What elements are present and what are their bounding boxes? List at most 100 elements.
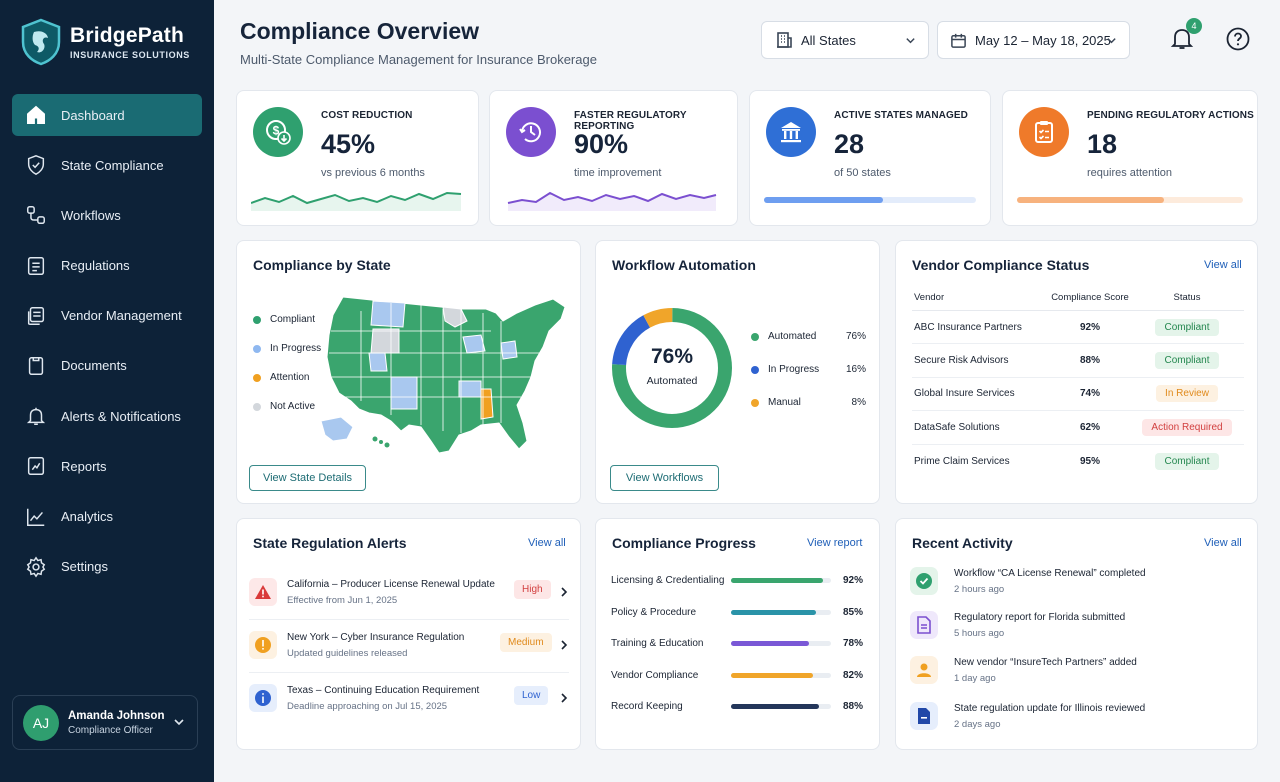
kpi-note: of 50 states [834,167,891,179]
progress-row: Training & Education 78% [611,636,867,652]
table-row[interactable]: DataSafe Solutions 62% Action Required [912,411,1244,445]
sidebar: BridgePath INSURANCE SOLUTIONS Dashboard… [0,0,214,782]
us-state-map[interactable] [321,291,571,457]
chevron-right-icon [561,693,568,703]
table-row[interactable]: Secure Risk Advisors 88% Compliant [912,344,1244,378]
chevron-down-icon[interactable] [173,716,185,728]
kpi-note: vs previous 6 months [321,167,425,179]
brand-logo[interactable]: BridgePath INSURANCE SOLUTIONS [20,18,190,66]
activity-time: 5 hours ago [954,628,1005,639]
workflow-automation-card: Workflow Automation 76% Automated Automa… [595,240,880,504]
activity-title: Regulatory report for Florida submitted [954,612,1126,623]
help-icon[interactable] [1226,27,1250,51]
workflow-icon [24,203,48,227]
kpi-label: FASTER REGULATORY REPORTING [574,110,687,132]
sidebar-item-reports[interactable]: Reports [12,445,202,487]
sidebar-item-dashboard[interactable]: Dashboard [12,94,202,136]
activity-item[interactable]: State regulation update for Illinois rev… [910,702,1240,742]
card-title: Compliance by State [253,257,391,273]
state-filter-value: All States [801,32,856,48]
shield-check-icon [24,153,48,177]
legend-dot [253,373,261,382]
sidebar-item-label: Documents [61,358,127,374]
table-row[interactable]: ABC Insurance Partners 92% Compliant [912,311,1244,345]
status-badge: Compliant [1155,452,1219,470]
view-report-link[interactable]: View report [807,537,863,549]
bank-icon [766,107,816,157]
home-icon [24,103,48,127]
folder-icon [24,304,48,328]
sidebar-item-state-compliance[interactable]: State Compliance [12,144,202,186]
vendor-table: Vendor Compliance Score Status ABC Insur… [912,285,1244,478]
user-menu[interactable]: AJ Amanda Johnson Compliance Officer [12,695,198,750]
card-title: Workflow Automation [612,257,756,273]
report-icon [24,454,48,478]
state-filter-select[interactable]: All States [761,21,929,59]
kpi-note: requires attention [1087,167,1172,179]
legend-item: Attention [253,372,309,383]
sidebar-item-settings[interactable]: Settings [12,546,202,588]
user-add-icon [910,656,938,684]
kpi-card-active-states: ACTIVE STATES MANAGED 28 of 50 states [749,90,991,226]
donut-segment [612,308,732,428]
chevron-down-icon [1107,38,1116,44]
kpi-progress-bar [764,197,976,203]
alert-item[interactable]: California – Producer License Renewal Up… [249,574,569,620]
status-badge: Compliant [1155,318,1219,336]
sidebar-item-label: Regulations [61,258,130,274]
sidebar-item-regulations[interactable]: Regulations [12,245,202,287]
compliance-progress-card: Compliance Progress View report Licensin… [595,518,880,750]
kpi-card-reporting: FASTER REGULATORY REPORTING 90% time imp… [489,90,738,226]
sidebar-item-documents[interactable]: Documents [12,345,202,387]
view-state-details-button[interactable]: View State Details [249,465,366,491]
analytics-icon [24,505,48,529]
sidebar-item-label: Dashboard [61,107,125,123]
shield-logo-icon [21,18,61,66]
progress-value: 85% [843,607,864,618]
progress-track [731,610,831,615]
progress-value: 88% [843,701,864,712]
legend-dot [751,365,759,374]
card-title: Compliance Progress [612,535,756,551]
kpi-progress-fill [1017,197,1164,203]
table-row[interactable]: Prime Claim Services 95% Compliant [912,445,1244,478]
view-workflows-button[interactable]: View Workflows [610,465,719,491]
legend-value: 8% [851,397,866,408]
progress-fill [731,610,816,615]
vendor-view-all-link[interactable]: View all [1204,259,1242,271]
workflow-legend-item: Automated 76% [751,331,866,342]
alert-item[interactable]: Texas – Continuing Education Requirement… [249,680,569,726]
notification-bell-icon[interactable] [1170,26,1194,52]
alert-item[interactable]: New York – Cyber Insurance Regulation Up… [249,627,569,673]
status-badge: Action Required [1142,418,1232,436]
progress-label: Record Keeping [611,701,683,712]
sidebar-item-vendor-management[interactable]: Vendor Management [12,295,202,337]
workflow-legend-item: In Progress 16% [751,364,866,375]
alerts-view-all-link[interactable]: View all [528,537,566,549]
progress-label: Policy & Procedure [611,607,697,618]
clock-icon [506,107,556,157]
kpi-progress-fill [764,197,883,203]
info-exclamation-icon [249,631,277,659]
vendor-compliance-card: Vendor Compliance Status View all Vendor… [895,240,1258,504]
sidebar-item-analytics[interactable]: Analytics [12,496,202,538]
activity-item[interactable]: New vendor “InsureTech Partners” added 1… [910,656,1240,696]
building-icon [777,32,792,48]
alert-title: New York – Cyber Insurance Regulation [287,632,465,643]
legend-value: 76% [845,331,866,342]
activity-view-all-link[interactable]: View all [1204,537,1242,549]
sidebar-item-workflows[interactable]: Workflows [12,194,202,236]
progress-track [731,673,831,678]
activity-item[interactable]: Workflow “CA License Renewal” completed … [910,567,1240,607]
table-row[interactable]: Global Insure Services 74% In Review [912,378,1244,412]
date-range-picker[interactable]: May 12 – May 18, 2025 [937,21,1130,59]
legend-label: In Progress [768,364,820,375]
notification-count-badge: 4 [1186,18,1202,34]
sidebar-item-label: Workflows [61,207,121,223]
kpi-label: ACTIVE STATES MANAGED [834,110,968,121]
legend-label: Automated [768,331,817,342]
progress-track [731,578,831,583]
activity-item[interactable]: Regulatory report for Florida submitted … [910,611,1240,651]
sidebar-item-alerts[interactable]: Alerts & Notifications [12,395,202,437]
workflow-donut-chart [612,308,732,428]
